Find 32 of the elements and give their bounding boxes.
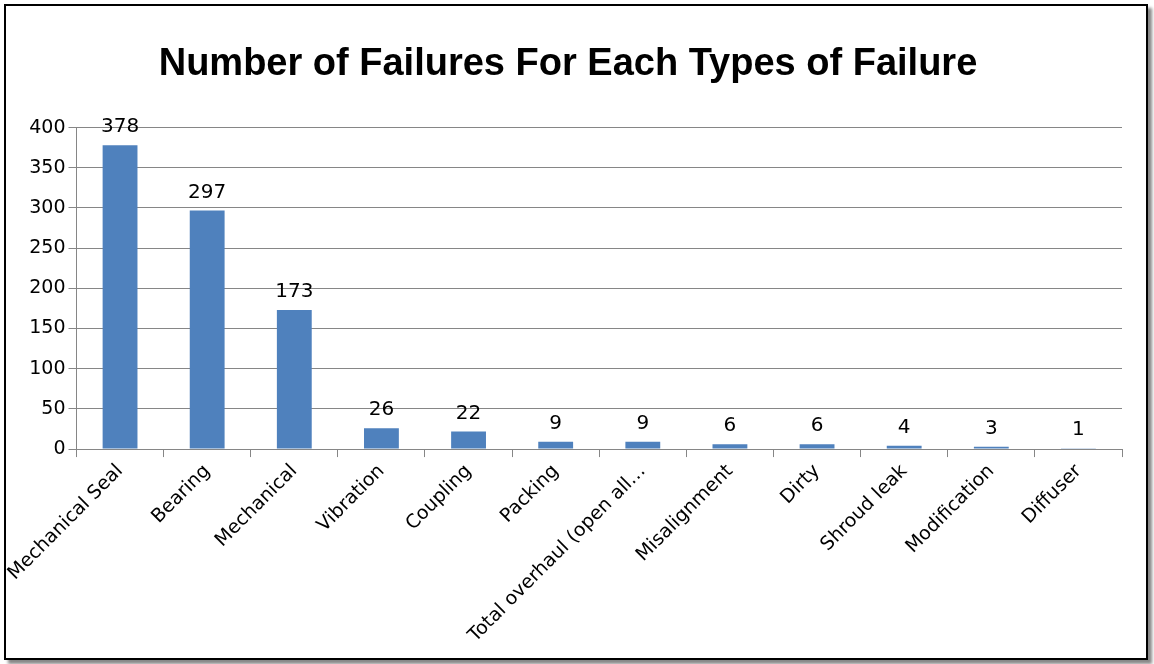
y-tick-label: 150 (29, 315, 66, 338)
y-tick-label: 0 (53, 436, 66, 458)
bar (625, 441, 661, 449)
data-label: 4 (897, 414, 911, 439)
bar (712, 444, 748, 449)
data-label: 9 (636, 410, 650, 435)
bar (886, 445, 922, 449)
bar (276, 310, 312, 449)
data-label: 3 (984, 414, 998, 439)
data-label: 6 (810, 412, 824, 437)
bar (799, 444, 835, 449)
y-tick-label: 50 (41, 395, 66, 418)
data-label: 297 (188, 178, 227, 203)
data-label: 173 (275, 278, 314, 303)
data-label: 6 (723, 412, 737, 437)
y-tick-label: 250 (29, 235, 66, 258)
bar (451, 431, 486, 449)
bar (364, 428, 399, 449)
bar (102, 145, 138, 449)
bar (538, 441, 574, 449)
data-label: 26 (368, 396, 395, 421)
data-label: 1 (1072, 416, 1085, 441)
bar (189, 210, 225, 449)
data-label: 22 (455, 399, 482, 424)
data-label: 9 (549, 410, 563, 435)
y-tick-label: 350 (29, 154, 66, 177)
chart-title: Number of Failures For Each Types of Failure (158, 41, 978, 84)
y-tick-label: 400 (29, 114, 66, 137)
y-tick-label: 200 (29, 275, 66, 298)
y-tick-label: 300 (29, 194, 66, 217)
y-tick-label: 100 (29, 355, 66, 378)
data-label: 378 (100, 113, 140, 138)
